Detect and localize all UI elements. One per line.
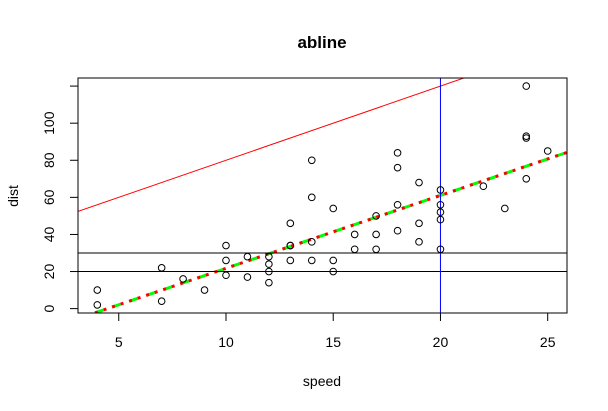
data-point [372,212,380,220]
x-tick-label: 5 [115,334,123,350]
y-tick-label: 40 [41,226,57,242]
data-point [501,204,509,213]
data-point [393,163,402,172]
data-point [415,238,423,246]
data-point [222,271,230,280]
data-point [265,267,273,276]
data-point [393,226,402,235]
data-point [436,245,445,254]
x-axis-label: speed [303,373,341,389]
x-tick-label: 20 [433,334,449,350]
data-point [179,275,187,283]
data-point [415,178,423,187]
data-point [329,256,338,265]
reference-lines [78,78,567,313]
data-point [350,245,359,254]
data-point [265,278,273,287]
data-point [307,193,316,202]
x-tick-label: 25 [540,334,556,350]
data-point [265,260,273,268]
data-point [436,200,445,209]
data-point [307,238,316,246]
y-tick-label: 80 [41,152,57,168]
data-point [222,241,230,250]
data-point [436,186,445,194]
y-tick-label: 100 [41,111,57,135]
data-point [543,147,552,155]
data-point [157,297,166,306]
y-axis: 0 20 40 60 80 100 [41,85,79,313]
y-tick-label: 20 [41,264,57,280]
data-point [329,267,338,276]
data-point [329,204,338,213]
data-point [243,273,252,281]
data-point [522,175,531,183]
data-point [522,82,531,90]
data-point [415,219,423,228]
line-a40-b4 [78,78,466,212]
data-point [157,264,166,272]
regression-line-green [89,150,567,313]
data-point [522,132,531,140]
data-point [307,156,316,165]
data-point [393,149,402,157]
x-axis: 5 10 15 20 25 [115,312,556,350]
data-point [286,256,295,265]
plot-frame [77,77,568,314]
data-point [350,230,359,239]
data-point [286,219,295,228]
data-point [393,200,402,209]
data-points [93,82,552,309]
x-tick-label: 10 [218,334,234,350]
data-point [93,301,102,309]
data-point [372,245,380,254]
y-tick-label: 0 [41,305,57,313]
y-tick-label: 60 [41,189,57,205]
data-point [286,241,295,250]
data-point [222,256,230,265]
data-point [243,252,252,261]
data-point [436,208,445,216]
data-point [265,252,273,261]
data-point [479,182,488,191]
data-point [93,286,102,294]
data-point [200,286,209,294]
y-axis-label: dist [5,185,21,207]
data-point [372,230,380,239]
x-tick-label: 15 [325,334,341,350]
chart-title: abline [297,33,346,52]
data-point [307,256,316,265]
data-point [436,215,445,224]
